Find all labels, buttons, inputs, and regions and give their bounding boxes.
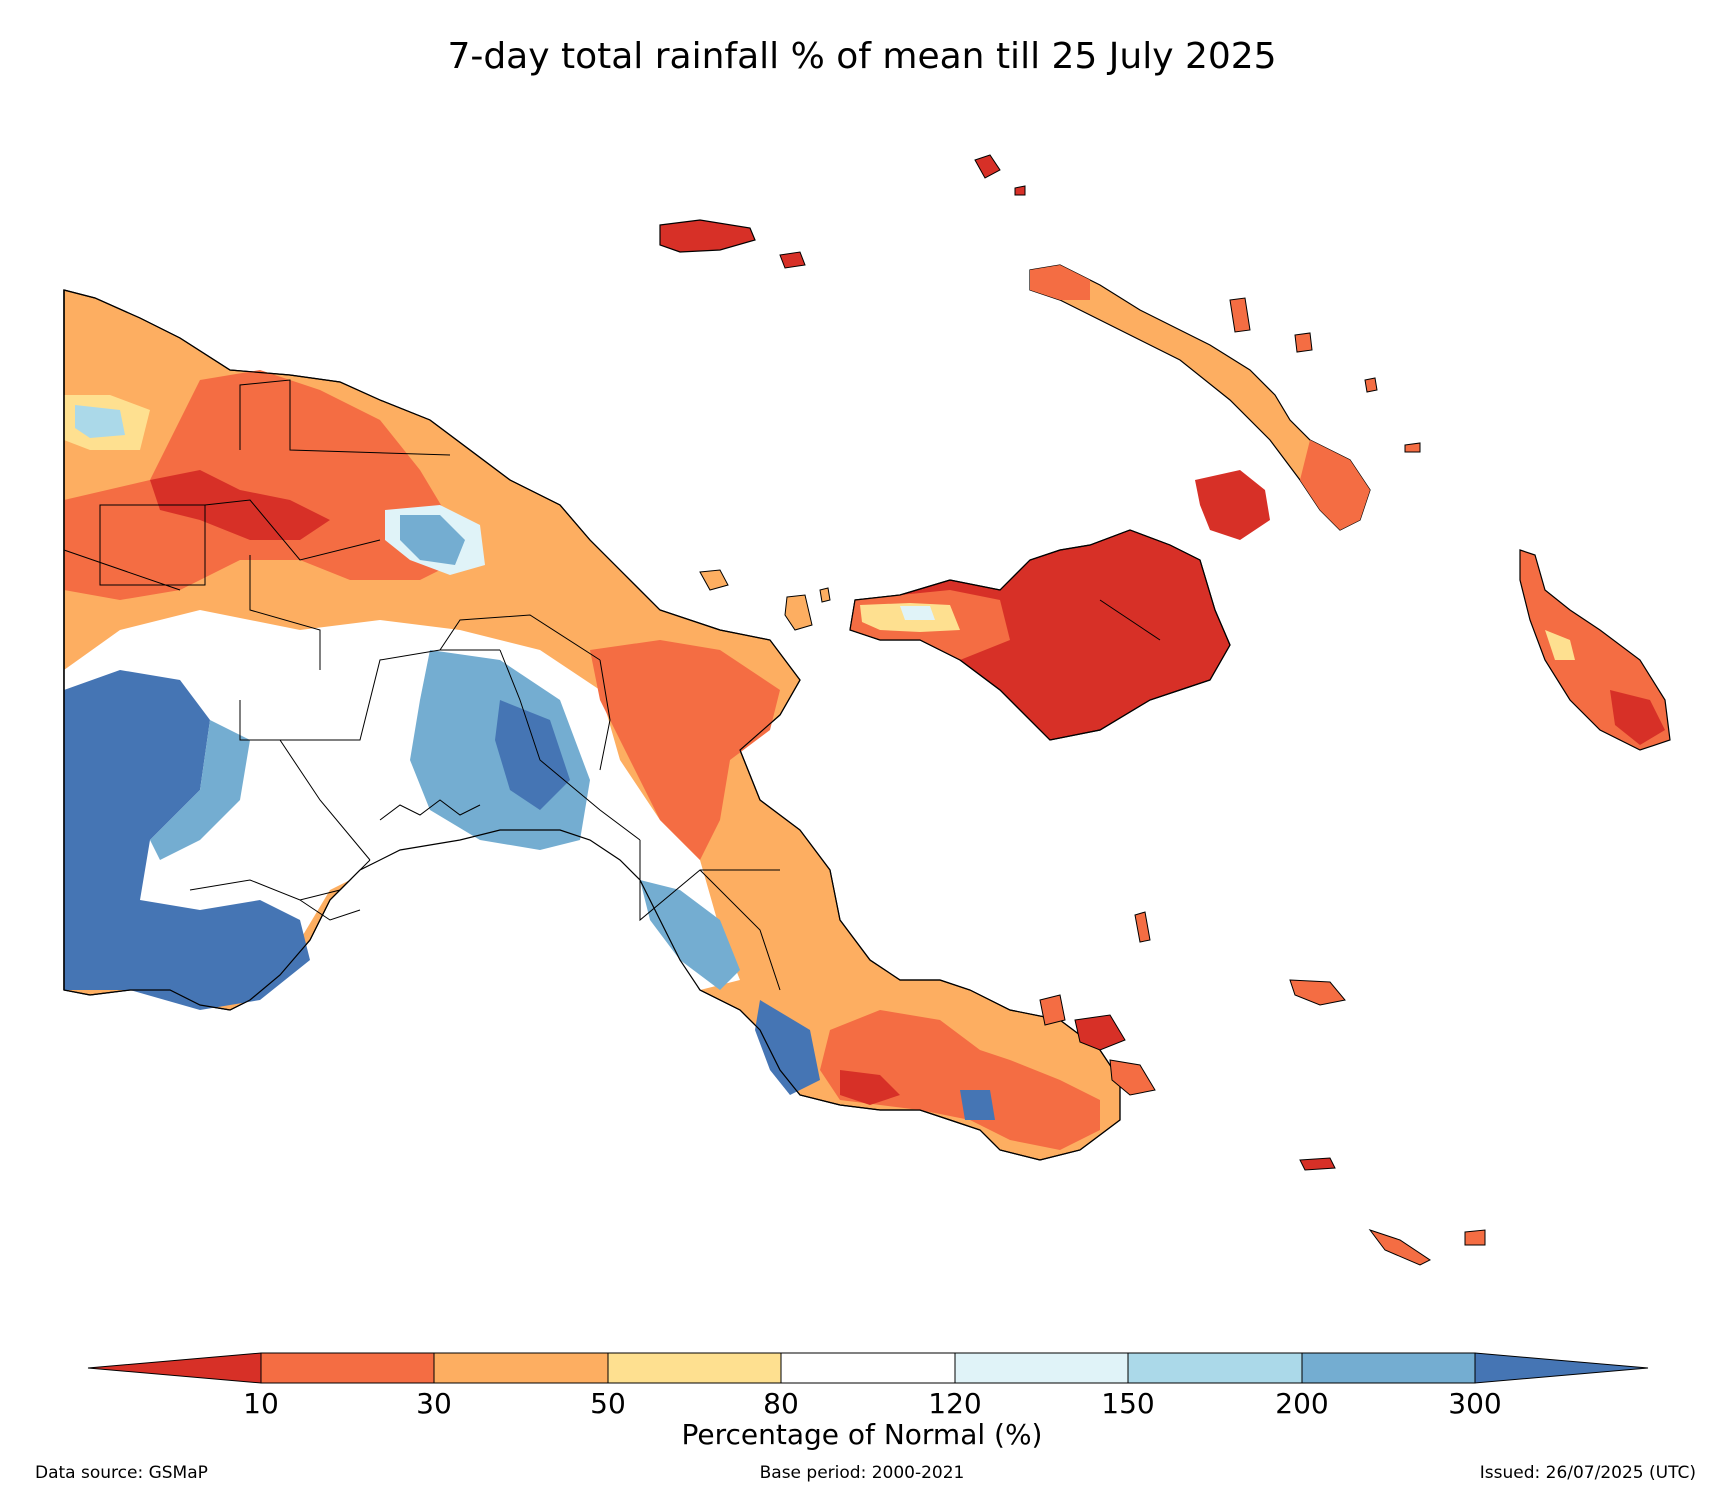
rossel-island (1464, 1229, 1486, 1246)
southwest-very-wet (64, 670, 310, 1010)
karkar-island (699, 569, 729, 591)
southeast-dry-zone (820, 1010, 1100, 1150)
north-very-dry (150, 470, 330, 540)
highlands-normal (64, 610, 740, 990)
lihir-island (1229, 297, 1251, 333)
sepik-wet-core (400, 515, 465, 565)
sudest-island (1368, 1229, 1431, 1266)
colorbar-tick: 300 (1448, 1387, 1502, 1420)
gulf-wet-zone (640, 880, 740, 990)
colorbar-bin-10-30 (260, 1352, 435, 1384)
new-britain-province-border (1099, 599, 1161, 641)
base-period: Base period: 2000-2021 (759, 1463, 965, 1483)
bougainville-normal-patch (1545, 630, 1575, 660)
new-britain-east-tip (1195, 470, 1270, 540)
southeast-very-dry (840, 1070, 900, 1105)
tanga-island (1294, 332, 1313, 353)
map-title: 7-day total rainfall % of mean till 25 J… (447, 36, 1277, 77)
central-very-wet (495, 700, 570, 810)
new-britain-coast (849, 529, 1231, 741)
colorbar-bin-200-300 (1301, 1352, 1476, 1384)
northwest-wet-core (75, 405, 125, 438)
fergusson-island (1074, 1014, 1126, 1051)
normanby-island (1109, 1059, 1156, 1096)
mussau-islet (1014, 185, 1026, 196)
colorbar-bin-150-200 (1127, 1352, 1303, 1384)
issued-date: Issued: 26/07/2025 (UTC) (1479, 1463, 1696, 1483)
colorbar-tick: 150 (1101, 1387, 1155, 1420)
feni-island (1364, 377, 1378, 393)
colorbar-bin-80-120 (780, 1352, 956, 1384)
province-boundaries (63, 379, 781, 991)
colorbar-tick: 120 (928, 1387, 982, 1420)
southwest-wet-ring (150, 720, 250, 860)
small-islands (699, 154, 1486, 1266)
colorbar-tick: 10 (243, 1387, 279, 1420)
colorbar-bin-50-80 (607, 1352, 782, 1384)
north-dry-zone (64, 370, 460, 600)
new-ireland (1029, 264, 1371, 531)
goodenough-island (1039, 994, 1066, 1026)
colorbar-tick: 30 (416, 1387, 452, 1420)
manus-island (659, 219, 756, 253)
manus-islet (779, 251, 806, 269)
new-ireland-dry (1030, 265, 1090, 300)
port-moresby-wet (755, 1000, 820, 1095)
new-britain-west-wet (900, 606, 935, 620)
southeast-wet-spot (960, 1090, 995, 1120)
data-source: Data source: GSMaP (35, 1463, 208, 1483)
trobriand-islands (1134, 911, 1151, 943)
new-hanover (974, 154, 1001, 179)
colorbar-bin-120-150 (954, 1352, 1129, 1384)
long-island (784, 594, 813, 631)
river-delta (189, 799, 481, 921)
morobe-dry-zone (590, 640, 780, 860)
colorbar-bin-30-50 (433, 1352, 609, 1384)
colorbar-tick: 80 (763, 1387, 799, 1420)
colorbar-extend-low (87, 1352, 262, 1384)
misima-island (1299, 1157, 1336, 1171)
bougainville-south-very-dry (1610, 690, 1665, 745)
umboi-island (819, 587, 831, 603)
new-britain (849, 470, 1270, 741)
nissan-island (1404, 442, 1421, 453)
mainland-png (63, 289, 1121, 1161)
woodlark-island (1289, 979, 1346, 1006)
colorbar-tick: 50 (590, 1387, 626, 1420)
colorbar-extend-high (1474, 1352, 1649, 1384)
new-ireland-south-dry (1300, 440, 1370, 530)
colorbar-tick: 200 (1275, 1387, 1329, 1420)
bougainville (1519, 549, 1671, 751)
colorbar-label: Percentage of Normal (%) (681, 1418, 1043, 1451)
